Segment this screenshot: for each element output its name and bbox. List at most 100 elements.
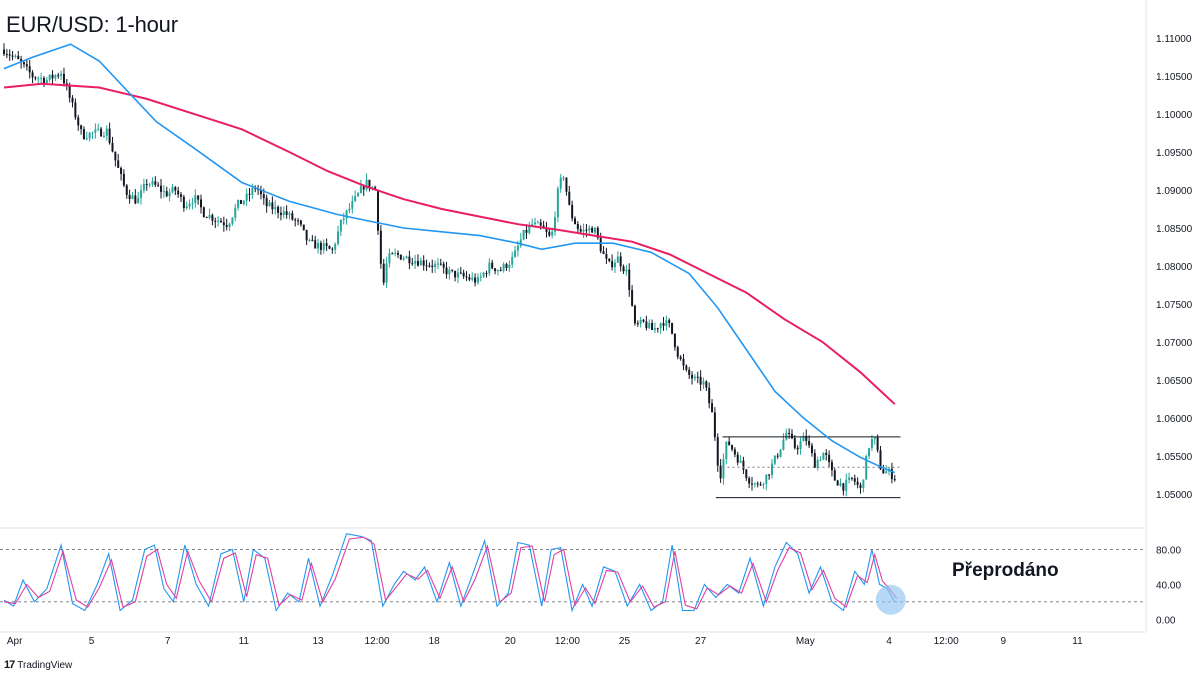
candle-body — [394, 252, 397, 254]
candle — [271, 196, 274, 215]
time-tick-label: 25 — [619, 636, 631, 647]
candle — [34, 76, 37, 81]
time-tick-label: 5 — [89, 636, 95, 647]
candle-body — [228, 223, 231, 227]
candle — [719, 459, 722, 483]
candle-body — [879, 450, 882, 470]
candle — [545, 221, 548, 238]
candle-body — [402, 258, 405, 260]
candle-body — [57, 75, 60, 77]
candle-body — [462, 272, 465, 277]
candle-body — [242, 200, 245, 204]
candle-body — [357, 193, 360, 197]
candle-body — [339, 219, 342, 232]
candle-body — [308, 239, 311, 241]
candle — [722, 453, 725, 485]
oscillator-pane — [0, 533, 1146, 613]
candle — [588, 225, 591, 235]
tradingview-brand[interactable]: 17 TradingView — [4, 659, 72, 671]
candle — [434, 260, 437, 273]
candle — [277, 205, 280, 219]
price-tick-label: 1.06000 — [1156, 414, 1193, 425]
candle-body — [742, 460, 745, 470]
candle-body — [514, 250, 517, 257]
candle — [134, 189, 137, 205]
candle-body — [91, 132, 94, 134]
oversold-annotation: Přeprodáno — [952, 560, 1059, 581]
candle-body — [140, 190, 143, 198]
candle-body — [120, 167, 123, 174]
candle — [85, 131, 88, 141]
candle — [468, 273, 471, 282]
candle-body — [28, 66, 31, 73]
candle — [71, 95, 74, 108]
candle-body — [534, 222, 537, 224]
candle-body — [608, 258, 611, 262]
time-tick-label: 9 — [1000, 636, 1006, 647]
candle-body — [796, 447, 799, 450]
candle — [639, 316, 642, 328]
candle — [288, 211, 291, 220]
candle — [282, 206, 285, 219]
candle-body — [465, 276, 468, 278]
candle — [636, 320, 639, 327]
price-tick-label: 1.05000 — [1156, 490, 1193, 501]
candle — [679, 355, 682, 361]
candle — [631, 285, 634, 307]
candle-body — [331, 248, 334, 250]
candle-body — [259, 190, 262, 195]
candle — [482, 271, 485, 278]
candle — [525, 224, 528, 239]
candle — [496, 269, 499, 276]
candle — [268, 199, 271, 207]
candle-body — [391, 253, 394, 255]
candle-body — [11, 55, 14, 57]
candle — [439, 258, 442, 266]
candle — [559, 173, 562, 193]
candle — [728, 436, 731, 446]
candle-body — [191, 203, 194, 205]
candle — [731, 444, 734, 452]
candle — [248, 187, 251, 202]
candle — [365, 173, 368, 192]
candle-body — [354, 196, 357, 202]
candle — [528, 221, 531, 235]
candle — [494, 267, 497, 275]
candle — [593, 227, 596, 235]
candle — [274, 200, 277, 215]
candle-body — [131, 195, 134, 199]
candle-body — [762, 483, 765, 485]
candle-body — [508, 264, 511, 268]
candlestick-series — [3, 43, 896, 497]
candle-body — [314, 240, 317, 249]
candle-body — [522, 229, 525, 240]
candle-body — [862, 479, 865, 488]
candle-body — [628, 269, 631, 291]
candle-body — [736, 454, 739, 463]
candle-body — [482, 272, 485, 277]
candle-body — [613, 262, 616, 268]
candle — [239, 199, 242, 204]
time-tick-label: 27 — [695, 636, 707, 647]
candle-body — [568, 191, 571, 205]
candle — [753, 482, 756, 488]
candle-body — [808, 440, 811, 446]
candle-body — [311, 239, 314, 241]
candle-body — [559, 177, 562, 189]
candle — [756, 481, 759, 488]
candle — [22, 61, 25, 68]
candle — [456, 268, 459, 284]
candle — [653, 322, 656, 333]
candle-body — [633, 305, 636, 324]
candle-body — [662, 323, 665, 326]
candle-body — [245, 193, 248, 201]
candle — [454, 270, 457, 282]
candle — [168, 188, 171, 202]
candle — [828, 450, 831, 468]
candle — [331, 247, 334, 254]
candle — [100, 126, 103, 137]
candle-body — [408, 256, 411, 264]
candle-body — [828, 454, 831, 463]
